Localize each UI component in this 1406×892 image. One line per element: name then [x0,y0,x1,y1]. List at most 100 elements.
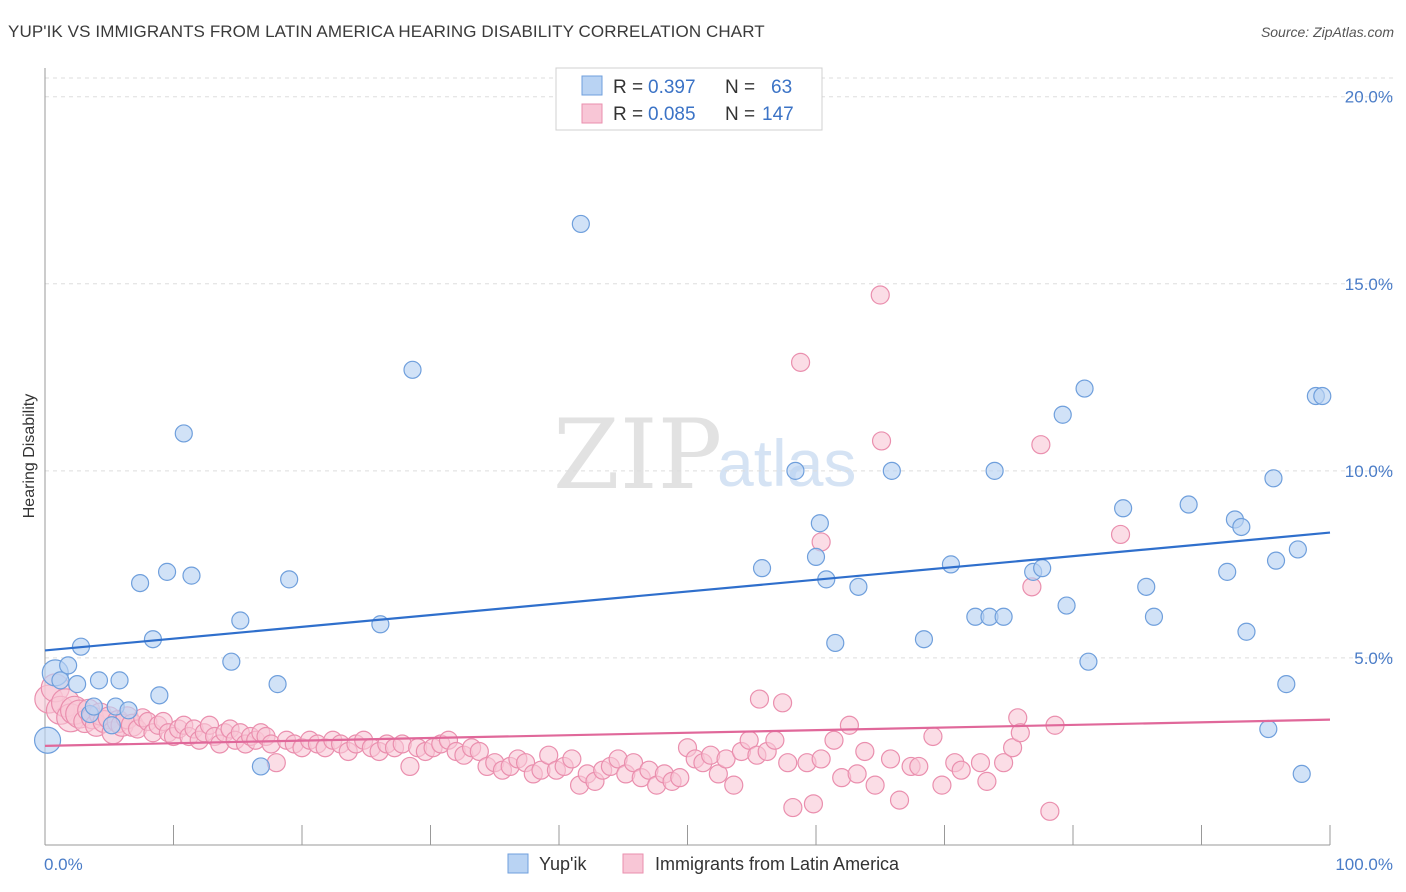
data-point-yupik [222,652,241,671]
data-point-latin-america [539,745,559,765]
data-point-latin-america [803,794,824,814]
data-point-latin-america [889,790,910,810]
trendline-yupik [44,531,1331,652]
data-point-latin-america [670,768,690,788]
data-point-yupik [251,757,270,776]
data-point-latin-america [1010,723,1030,743]
watermark-zip: ZIP [553,399,722,511]
y-tick-label: 15.0% [1345,275,1393,294]
data-point-latin-america [1031,435,1051,455]
data-point-yupik [1264,469,1283,488]
legend-n-value-2: 147 [762,104,794,125]
data-point-latin-america [923,726,943,747]
legend-swatch-latin-america [581,103,603,124]
data-point-yupik [268,675,287,694]
data-point-yupik [1218,562,1237,581]
data-point-latin-america [870,285,890,305]
bottom-legend-swatch-yupik [507,853,529,874]
legend-r-label-1: R = [613,77,643,98]
data-point-yupik [752,559,772,578]
legend-r-value-2: 0.085 [648,104,696,125]
data-point-yupik [59,656,78,675]
data-point-latin-america [765,730,785,750]
data-point-latin-america [1110,524,1131,545]
legend-n-label-1: N = [725,77,755,98]
watermark: ZIP atlas [553,399,856,511]
data-point-yupik [826,633,845,653]
data-point-yupik [150,686,169,705]
data-point-latin-america [839,715,860,735]
data-point-yupik [102,716,121,735]
data-point-yupik [1232,517,1251,537]
trendline-latin-america [44,718,1331,747]
data-point-yupik [182,566,201,585]
data-point-latin-america [847,764,867,784]
data-point-yupik [84,697,103,716]
data-point-latin-america [469,741,489,762]
data-point-latin-america [562,749,582,769]
legend-r-label-2: R = [613,104,643,125]
data-point-latin-america [778,753,798,773]
data-point-latin-america [871,431,892,451]
data-point-yupik [1179,495,1198,514]
data-point-latin-america [909,756,929,777]
legend-n-label-2: N = [725,104,755,125]
correlation-legend: R = 0.397 N = 63 R = 0.085 N = 147 [555,67,823,131]
data-point-latin-america [994,753,1014,773]
data-point-latin-america [865,775,885,795]
series-legend: Yup'ik Immigrants from Latin America [507,853,900,874]
data-point-yupik [849,577,868,596]
axes [44,68,1331,846]
data-point-latin-america [880,749,901,769]
data-point-latin-america [716,749,736,769]
data-point-yupik [33,726,62,754]
data-point-latin-america [811,749,831,769]
legend-swatch-yupik [581,75,603,96]
y-tick-label: 10.0% [1345,462,1393,481]
data-point-yupik [914,630,934,649]
data-point-yupik [985,461,1004,480]
data-point-yupik [1033,559,1052,578]
data-point-latin-america [749,689,770,709]
data-point-latin-america [951,760,971,780]
data-point-latin-america [1003,738,1023,758]
data-point-latin-america [970,753,991,773]
data-point-yupik [571,214,590,234]
data-point-yupik [280,570,299,589]
data-point-yupik [1057,596,1076,615]
data-point-yupik [882,461,901,480]
data-point-yupik [1075,379,1094,398]
data-point-yupik [806,547,826,567]
data-point-yupik [1053,405,1072,424]
data-point-latin-america [932,775,952,795]
data-point-yupik [810,514,829,533]
y-tick-labels: 5.0% 10.0% 15.0% 20.0% [1345,88,1393,668]
bottom-legend-label-latin-america: Immigrants from Latin America [655,854,900,874]
data-point-yupik [941,555,961,574]
data-point-latin-america [855,741,875,762]
chart-title: YUP'IK VS IMMIGRANTS FROM LATIN AMERICA … [8,22,765,41]
x-tick-labels: 0.0% 100.0% [44,855,1393,874]
data-point-yupik [174,424,193,443]
data-point-yupik [110,671,129,690]
data-point-latin-america [708,764,728,784]
legend-r-value-1: 0.397 [648,77,696,98]
x-tick-label-max: 100.0% [1335,855,1393,874]
trendlines [44,531,1331,747]
data-point-yupik [51,671,70,690]
data-point-yupik [1137,577,1156,596]
data-point-yupik [1079,652,1098,671]
gridlines [45,77,1393,659]
data-point-yupik [1266,551,1286,570]
data-point-yupik [1259,719,1278,739]
data-point-latin-america [790,352,811,372]
data-point-yupik [1288,540,1307,559]
data-point-latin-america [772,693,793,713]
data-point-yupik [157,562,177,581]
data-point-yupik [1292,764,1311,784]
legend-n-value-1: 63 [771,77,792,98]
series-latin-america-points [34,285,1131,821]
data-point-yupik [68,675,87,694]
source-label: Source: ZipAtlas.com [1260,24,1394,40]
